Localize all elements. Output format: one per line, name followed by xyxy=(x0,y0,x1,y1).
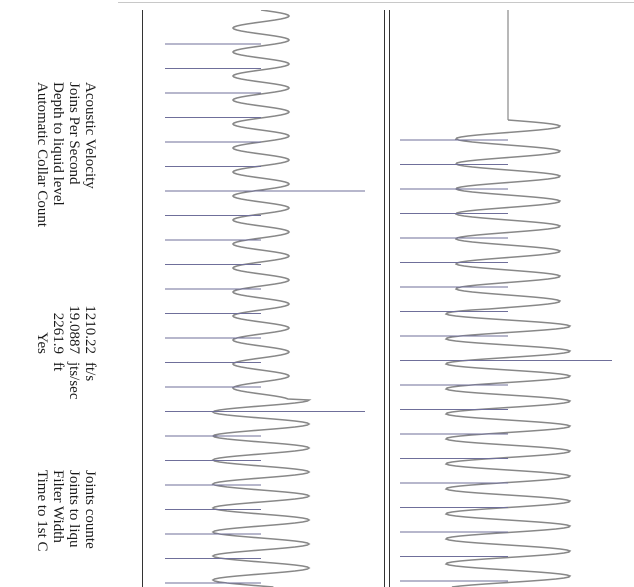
time-to-first-collar-label: Time to 1st C xyxy=(34,470,50,552)
parameter-values: 1210.22 19.0887 2261.9 Yes xyxy=(34,282,98,354)
acoustic-trace-2 xyxy=(400,10,612,587)
top-border xyxy=(118,2,634,3)
joints-per-second-value: 19.0887 xyxy=(66,305,82,354)
joints-per-second-unit: jts/sec xyxy=(66,362,82,400)
joints-to-liquid-label: Joints to liqu xyxy=(66,470,82,548)
acoustic-velocity-value: 1210.22 xyxy=(82,305,98,354)
parameter-labels: Acoustic Velocity Joins Per Second Depth… xyxy=(34,82,98,227)
depth-to-liquid-unit: ft xyxy=(50,362,66,372)
echo-waveform xyxy=(211,10,312,587)
echo-waveform xyxy=(444,119,572,587)
acoustic-velocity-unit: ft/s xyxy=(82,362,98,382)
secondary-parameter-labels: Joints counte Joints to liqu Filter Widt… xyxy=(34,470,98,552)
parameter-units: ft/s jts/sec ft xyxy=(34,362,98,400)
joints-per-second-label: Joins Per Second xyxy=(66,82,82,185)
filter-width-label: Filter Width xyxy=(50,470,66,543)
joints-counted-label: Joints counte xyxy=(82,470,98,549)
acoustic-trace-1 xyxy=(165,10,365,587)
acoustic-velocity-label: Acoustic Velocity xyxy=(82,82,98,189)
automatic-collar-count-value: Yes xyxy=(34,332,50,354)
depth-to-liquid-value: 2261.9 xyxy=(50,312,66,354)
automatic-collar-count-unit xyxy=(34,362,50,400)
depth-to-liquid-label: Depth to liquid level xyxy=(50,82,66,206)
automatic-collar-count-label: Automatic Collar Count xyxy=(34,82,50,227)
acoustic-trace-panel-2 xyxy=(389,10,634,587)
acoustic-trace-panel-1 xyxy=(142,10,385,587)
